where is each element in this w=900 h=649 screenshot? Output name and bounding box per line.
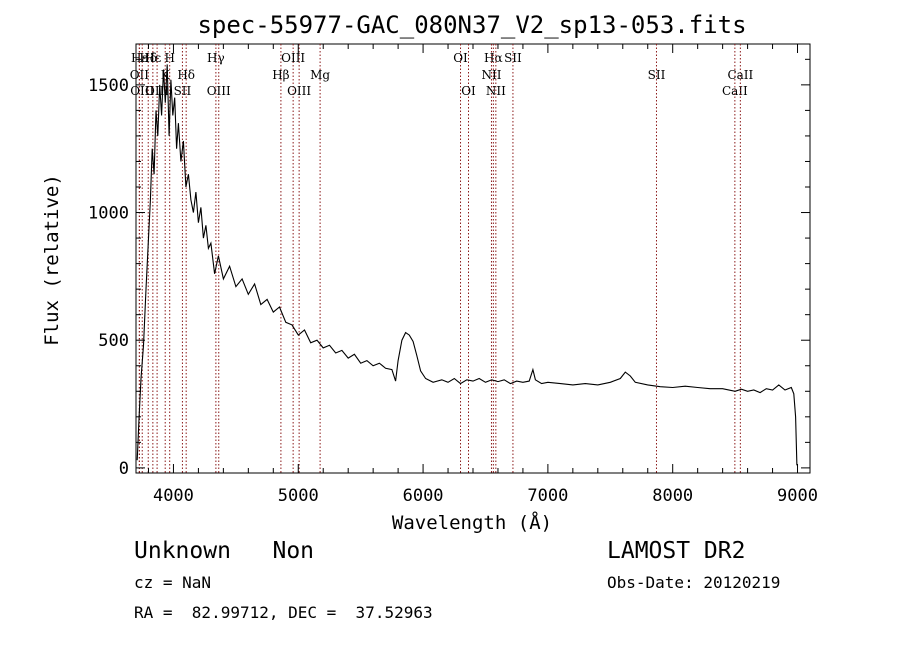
x-tick-label: 8000 [652,486,693,506]
line-label: Hβ [272,68,289,82]
line-label: OI [461,84,476,98]
line-label: H [164,51,174,65]
line-label: K [161,68,171,82]
y-tick-label: 1500 [88,76,129,96]
x-tick-label: 7000 [527,486,568,506]
plot-frame [135,43,811,474]
line-label: CaII [722,84,748,98]
line-label: OII [130,68,150,82]
axis-ticks: 4000 5000 6000 7000 8000 9000 0 500 1000 1500 [88,44,818,506]
line-label: OIII [281,51,305,65]
x-axis-label: Wavelength (Å) [392,511,552,534]
redshift-text: cz = NaN [134,573,212,592]
spectrum-line [136,64,798,466]
chart-title: spec-55977-GAC_080N37_V2_sp13-053.fits [197,11,746,39]
survey-name-text: LAMOST DR2 [607,538,746,564]
x-tick-label: 6000 [403,486,444,506]
line-label: OIII [207,84,231,98]
x-tick-label: 9000 [777,486,818,506]
line-label: Hδ [177,68,195,82]
line-label: Hα [484,51,503,65]
line-label: Hγ [207,51,225,65]
line-label: SII [174,84,192,98]
x-tick-label: 4000 [153,486,194,506]
line-label: Mg [310,68,330,82]
line-label: NII [486,84,506,98]
observation-date-text: Obs-Date: 20120219 [607,573,781,592]
line-label: CaII [727,68,753,82]
line-label: OIII [287,84,311,98]
y-axis-label: Flux (relative) [41,174,63,346]
line-label: Hε [145,51,162,65]
x-tick-label: 5000 [278,486,319,506]
line-label: SII [504,51,522,65]
y-tick-label: 500 [98,331,129,351]
y-tick-label: 1000 [88,204,129,224]
line-label: NII [481,68,501,82]
line-label: SII [648,68,666,82]
coordinates-text: RA = 82.99712, DEC = 37.52963 [134,603,433,622]
object-class-text: Unknown Non [134,538,315,564]
line-label: OI [453,51,468,65]
y-tick-label: 0 [119,459,129,479]
